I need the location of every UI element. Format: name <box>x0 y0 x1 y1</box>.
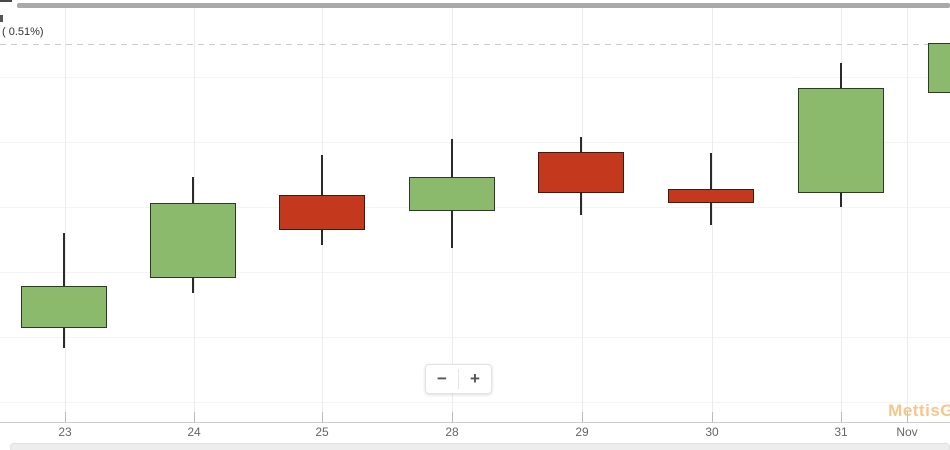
x-axis-label-31: 31 <box>834 425 848 439</box>
vertical-gridline <box>712 8 713 422</box>
horizontal-gridline <box>0 337 950 338</box>
x-axis-tick <box>65 412 66 422</box>
candle-oct-31[interactable] <box>798 88 884 193</box>
horizontal-gridline <box>0 272 950 273</box>
candle-oct-25[interactable] <box>279 195 365 230</box>
x-axis-tick <box>907 412 908 422</box>
x-axis-tick <box>712 412 713 422</box>
x-axis-tick <box>452 412 453 422</box>
vertical-gridline <box>582 8 583 422</box>
x-axis-label-23: 23 <box>58 425 72 439</box>
x-axis-line <box>0 422 950 423</box>
zoom-controls-divider <box>458 369 459 389</box>
horizontal-gridline <box>0 402 950 403</box>
x-axis-label-24: 24 <box>187 425 201 439</box>
x-axis-label-30: 30 <box>705 425 719 439</box>
vertical-gridline <box>907 8 908 422</box>
vertical-gridline <box>841 8 842 422</box>
candle-oct-28[interactable] <box>409 177 495 211</box>
top-scrollbar[interactable] <box>17 3 950 8</box>
zoom-out-button[interactable]: − <box>426 365 458 393</box>
change-percent-label: ( 0.51%) <box>2 26 44 38</box>
x-axis-label-25: 25 <box>315 425 329 439</box>
x-axis-tick <box>582 412 583 422</box>
horizontal-gridline <box>0 142 950 143</box>
candle-nov-1[interactable] <box>928 43 950 93</box>
watermark: MettisG <box>888 401 950 420</box>
horizontal-gridline <box>0 77 950 78</box>
zoom-in-button[interactable]: + <box>459 365 491 393</box>
x-axis-tick <box>841 412 842 422</box>
x-axis-tick <box>322 412 323 422</box>
x-axis-label-29: 29 <box>575 425 589 439</box>
vertical-gridline <box>65 8 66 422</box>
candle-oct-24[interactable] <box>150 203 236 278</box>
x-axis-tick <box>194 412 195 422</box>
candle-oct-23[interactable] <box>21 286 107 328</box>
x-axis-label-nov: Nov <box>896 425 918 439</box>
top-left-border-fragment <box>0 0 12 2</box>
zoom-controls: − + <box>425 364 492 394</box>
legend-clipped-text-fragment <box>0 15 3 22</box>
last-price-dashed-line <box>0 44 950 45</box>
x-axis-label-28: 28 <box>445 425 459 439</box>
candle-oct-29[interactable] <box>538 152 624 193</box>
bottom-scrollbar[interactable] <box>10 443 950 450</box>
candle-oct-30[interactable] <box>668 189 754 203</box>
